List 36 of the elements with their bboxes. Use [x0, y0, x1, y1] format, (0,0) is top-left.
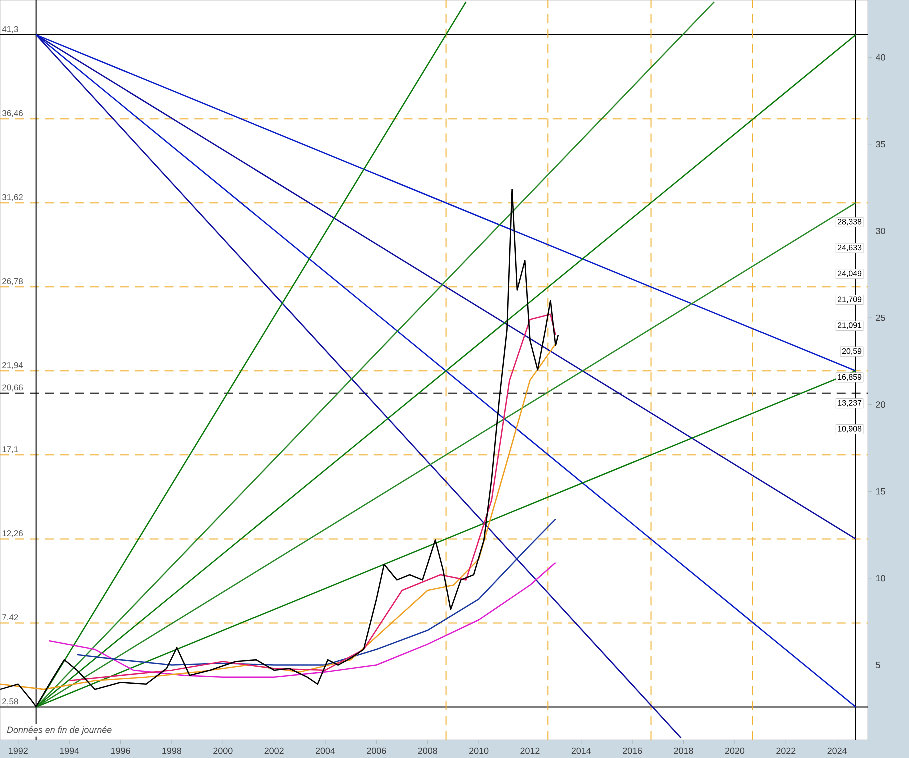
y-tick-label: 35	[876, 141, 886, 148]
x-tick-label: 1992	[9, 748, 28, 754]
ref-line-label: 26,78	[2, 278, 24, 286]
ref-line-label: 20,66	[2, 384, 24, 392]
x-tick-label: 2008	[418, 748, 438, 754]
x-tick-label: 2012	[520, 748, 540, 754]
ref-line-label: 41,3	[2, 26, 18, 34]
y-tick-label: 20	[876, 402, 886, 408]
x-tick-label: 2000	[214, 748, 233, 754]
x-tick-label: 2004	[316, 748, 336, 754]
x-tick-label: 2010	[470, 748, 489, 754]
ref-line-label: 21,94	[2, 362, 24, 370]
x-tick-label: 2002	[264, 748, 284, 754]
y-tick-label: 25	[876, 314, 886, 322]
annotation: Données en fin de journée	[7, 726, 112, 735]
y-tick-label: 15	[876, 488, 886, 495]
ref-line-label: 31,62	[2, 194, 23, 202]
y-tick-label: 10	[876, 575, 886, 582]
y-tick-label: 5	[876, 662, 880, 668]
x-tick-label: 1994	[60, 748, 80, 754]
x-tick-label: 2018	[674, 748, 694, 754]
ref-line-label: 2,58	[2, 698, 18, 706]
ref-line-label: 12,26	[2, 530, 24, 538]
x-tick-label: 1998	[162, 748, 182, 754]
ref-line-label: 36,46	[2, 110, 24, 118]
x-tick-label: 2024	[828, 748, 848, 754]
ref-line-label: 7,42	[2, 614, 18, 622]
x-tick-label: 2014	[572, 748, 592, 754]
x-tick-label: 2022	[776, 748, 796, 754]
y-tick-label: 40	[876, 54, 886, 61]
x-tick-label: 1996	[111, 748, 130, 754]
x-tick-label: 2016	[623, 748, 642, 754]
y-tick-label: 30	[876, 228, 886, 234]
x-tick-label: 2006	[367, 748, 386, 754]
ref-line-label: 17,1	[2, 446, 18, 454]
x-tick-label: 2020	[725, 748, 745, 754]
